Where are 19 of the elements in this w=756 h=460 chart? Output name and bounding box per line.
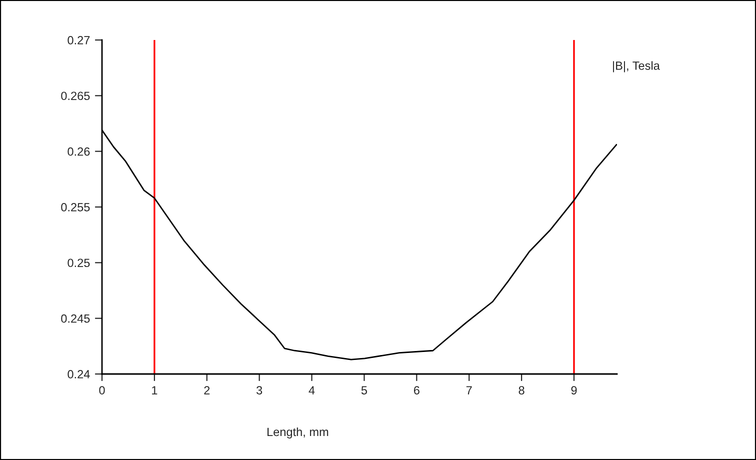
- x-tick-label: 0: [99, 386, 105, 394]
- x-tick-label: 2: [204, 386, 210, 394]
- annotation: |B|, Tesla: [613, 61, 660, 72]
- y-tick-label: 0.265: [61, 92, 90, 100]
- x-tick-label: 1: [152, 386, 158, 394]
- x-tick-label: 9: [571, 386, 577, 394]
- x-tick-label: 4: [308, 386, 315, 394]
- x-tick-label: 8: [518, 386, 524, 394]
- y-tick-label: 0.26: [68, 147, 90, 156]
- x-tick-label: 7: [466, 386, 472, 394]
- x-tick-label: 3: [256, 386, 262, 394]
- y-tick-label: 0.25: [68, 258, 90, 268]
- y-tick-label: 0.27: [68, 36, 90, 44]
- y-tick-label: 0.255: [61, 203, 90, 212]
- x-axis-title: Length, mm: [268, 427, 328, 438]
- x-tick-label: 6: [414, 386, 420, 394]
- y-tick-label: 0.245: [61, 314, 90, 323]
- y-tick-label: 0.24: [68, 370, 90, 378]
- x-tick-label: 5: [361, 386, 368, 394]
